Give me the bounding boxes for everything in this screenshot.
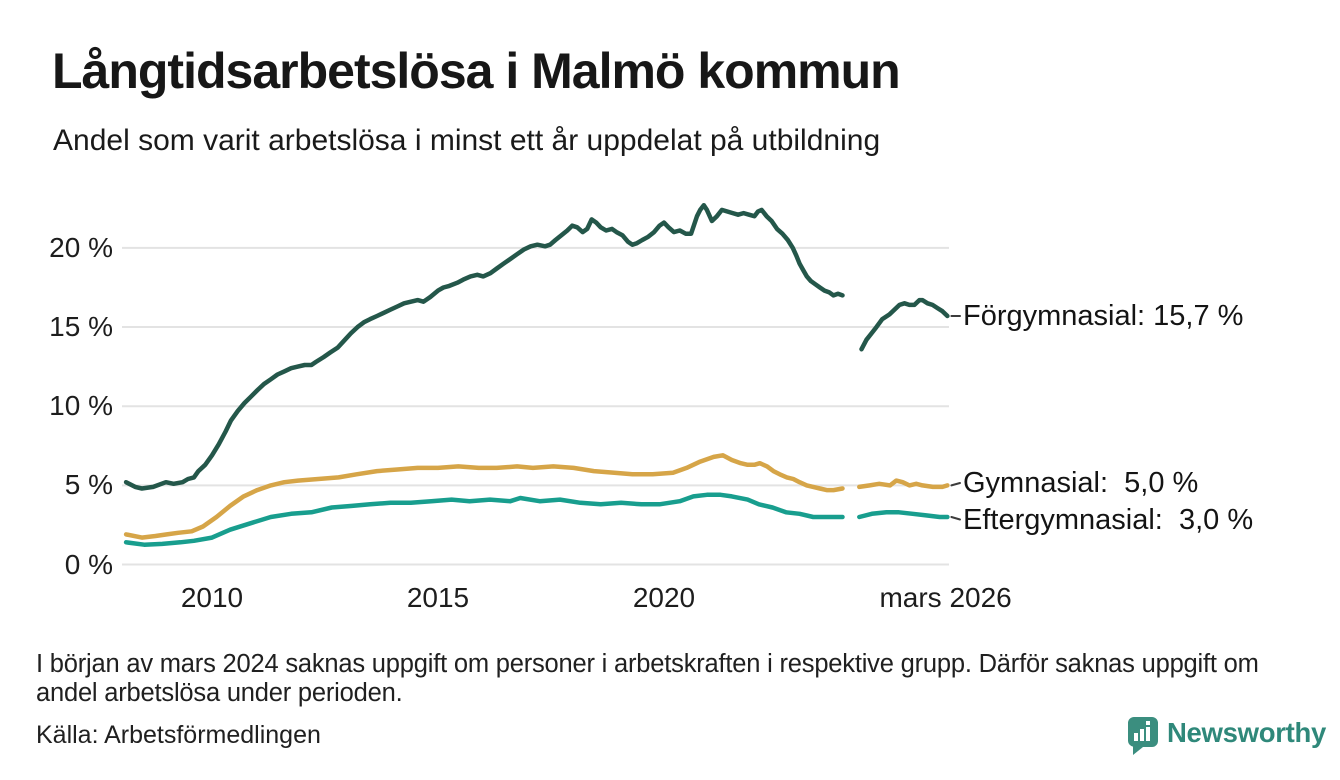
footnote-line-2: andel arbetslösa under perioden. xyxy=(36,678,403,707)
series-line-eftergymnasial-segment-1 xyxy=(123,492,845,547)
logo-dot xyxy=(1146,721,1150,725)
series-line-gymnasial-segment-2 xyxy=(857,478,950,490)
y-tick-label-5: 5 % xyxy=(64,469,113,501)
x-tick-label-mars-2026: mars 2026 xyxy=(879,582,1012,613)
brand-name: Newsworthy xyxy=(1167,717,1326,748)
label-connector-gymnasial xyxy=(950,482,961,487)
x-tick-label-2015: 2015 xyxy=(406,582,470,613)
series-line-gymnasial-segment-1 xyxy=(123,453,845,540)
series-line-forgymnasial-segment-2 xyxy=(859,297,950,352)
series-line-eftergymnasial-segment-2 xyxy=(857,510,950,520)
page-subtitle: Andel som varit arbetslösa i minst ett å… xyxy=(53,124,881,157)
series-label-eftergymnasial: Eftergymnasial: 3,0 % xyxy=(963,503,1254,536)
footnote-line-1: I början av mars 2024 saknas uppgift om … xyxy=(36,650,1259,678)
source-credit: Källa: Arbetsförmedlingen xyxy=(36,721,321,749)
y-tick-label-15: 15 % xyxy=(49,311,113,343)
series-label-forgymnasial: Förgymnasial: 15,7 % xyxy=(963,300,1244,332)
series-line-forgymnasial-segment-1 xyxy=(123,202,845,491)
y-tick-label-20: 20 % xyxy=(49,231,113,263)
y-tick-label-10: 10 % xyxy=(49,390,113,422)
label-connector-eftergymnasial xyxy=(950,516,961,521)
newsworthy-logo: Newsworthy xyxy=(1126,716,1326,758)
x-tick-label-2010: 2010 xyxy=(180,582,244,613)
y-tick-label-0: 0 % xyxy=(64,548,113,580)
logo-bar-2 xyxy=(1140,729,1144,741)
footnote: I början av mars 2024 saknas uppgift om … xyxy=(36,650,1316,707)
logo-bar-1 xyxy=(1134,733,1138,741)
page-title: Långtidsarbetslösa i Malmö kommun xyxy=(52,43,901,99)
logo-bar-3 xyxy=(1146,727,1150,741)
x-tick-label-2020: 2020 xyxy=(632,582,696,613)
newsworthy-icon xyxy=(1128,717,1158,755)
series-label-gymnasial: Gymnasial: 5,0 % xyxy=(963,467,1199,499)
